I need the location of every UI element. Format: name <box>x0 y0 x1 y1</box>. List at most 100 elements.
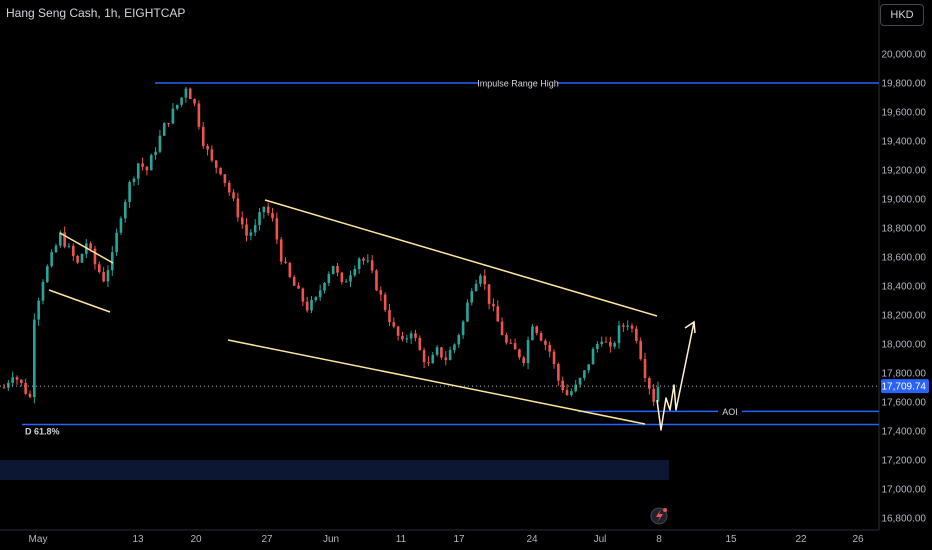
channel-upper-trendline <box>264 199 658 317</box>
candle-body <box>561 380 565 390</box>
y-tick-label: 19,400.00 <box>882 137 927 148</box>
y-tick-label: 19,000.00 <box>882 195 927 206</box>
y-tick-label: 16,800.00 <box>882 514 927 525</box>
candle-body <box>297 285 300 289</box>
candle-body <box>383 294 387 311</box>
candles-group <box>2 86 660 406</box>
x-tick-label: 13 <box>132 534 144 545</box>
price-axis: 20,000.00 19,800.00 19,600.00 19,400.00 19,2… <box>882 50 927 525</box>
candle-body <box>253 225 257 233</box>
candle-body <box>106 270 110 282</box>
candle-body <box>453 344 456 351</box>
candle-body <box>149 155 153 171</box>
candle-body <box>206 145 209 150</box>
candle-body <box>128 182 131 202</box>
candle-body <box>656 387 660 402</box>
candle-body <box>626 325 629 327</box>
candle-body <box>7 382 10 388</box>
y-tick-label: 18,200.00 <box>882 311 927 322</box>
candle-body <box>11 377 14 383</box>
candle-body <box>236 198 240 218</box>
candle-body <box>305 301 309 311</box>
candle-body <box>54 245 58 253</box>
candle-body <box>180 97 183 105</box>
candle-body <box>284 261 287 263</box>
candle-body <box>67 245 71 247</box>
candle-body <box>41 281 45 301</box>
candle-body <box>440 347 443 358</box>
y-tick-label: 17,400.00 <box>882 427 927 438</box>
candle-body <box>648 378 651 389</box>
candle-body <box>375 270 378 291</box>
candle-body <box>500 321 504 336</box>
candle-body <box>496 306 500 322</box>
candle-body <box>613 343 616 347</box>
candle-body <box>249 232 253 236</box>
projection-path <box>656 321 695 431</box>
x-tick-label: 15 <box>725 534 737 545</box>
x-tick-label: 24 <box>526 534 538 545</box>
x-tick-label: 11 <box>396 534 407 545</box>
candle-body <box>652 388 655 402</box>
candle-body <box>388 310 391 323</box>
candle-body <box>591 348 595 365</box>
candle-body <box>210 149 214 161</box>
candle-body <box>33 319 36 398</box>
candle-body <box>80 253 84 263</box>
candle-body <box>266 206 270 213</box>
candle-body <box>323 282 326 291</box>
candle-body <box>535 326 539 334</box>
candle-body <box>145 166 149 171</box>
candle-body <box>479 275 482 284</box>
candle-body <box>531 326 534 341</box>
candle-body <box>136 163 140 179</box>
candle-body <box>301 288 305 302</box>
candle-body <box>167 123 170 125</box>
candle-body <box>414 333 417 338</box>
candle-body <box>50 252 53 267</box>
candle-body <box>379 290 383 295</box>
candle-body <box>110 252 114 271</box>
candle-body <box>197 103 201 127</box>
candle-body <box>587 364 591 371</box>
candle-body <box>461 321 465 336</box>
current-price-badge <box>881 379 929 394</box>
candle-body <box>59 232 62 246</box>
candle-body <box>617 325 621 344</box>
alert-icon[interactable] <box>650 507 668 525</box>
candle-body <box>2 387 6 389</box>
candle-body <box>574 384 578 392</box>
candle-body <box>310 299 313 311</box>
channel-lower-trendline <box>227 339 646 425</box>
candle-body <box>232 192 235 199</box>
candle-body <box>522 357 526 363</box>
candle-body <box>349 275 352 282</box>
y-tick-label: 17,600.00 <box>882 398 927 409</box>
x-tick-label: Jun <box>323 534 339 545</box>
candle-body <box>474 283 478 292</box>
candle-body <box>427 362 430 364</box>
candle-body <box>552 351 556 365</box>
x-tick-label: 22 <box>795 534 807 545</box>
x-tick-label: Jul <box>594 534 607 545</box>
candle-body <box>327 274 331 283</box>
candle-body <box>201 126 205 146</box>
y-tick-label: 20,000.00 <box>882 50 927 61</box>
candle-body <box>214 160 218 168</box>
candle-body <box>15 377 19 380</box>
candle-body <box>240 217 244 225</box>
candle-body <box>401 335 404 340</box>
candle-body <box>600 341 603 345</box>
candle-body <box>336 265 339 273</box>
candle-body <box>245 224 248 236</box>
candle-body <box>539 333 543 341</box>
candle-body <box>609 341 612 347</box>
candle-body <box>544 340 547 345</box>
candle-body <box>71 245 75 256</box>
currency-button[interactable]: HKD <box>880 4 924 26</box>
candle-body <box>188 88 192 100</box>
candle-body <box>292 276 296 286</box>
candle-body <box>405 338 409 340</box>
candle-body <box>154 151 157 156</box>
